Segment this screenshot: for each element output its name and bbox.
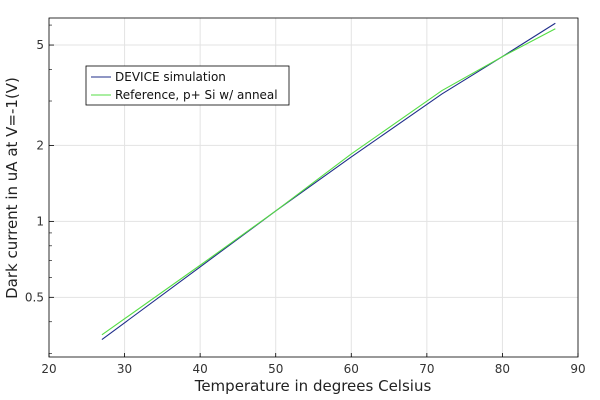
x-tick-label: 80 bbox=[495, 362, 510, 376]
ticks-layer: 20 30 40 50 60 70 80 90 0.5 1 2 5 bbox=[25, 24, 586, 376]
x-tick-label: 50 bbox=[268, 362, 283, 376]
x-tick-label: 90 bbox=[570, 362, 585, 376]
y-axis-title: Dark current in uA at V=-1(V) bbox=[3, 77, 21, 299]
legend-box bbox=[85, 65, 290, 106]
y-tick-label: 2 bbox=[36, 138, 44, 152]
x-tick-label: 70 bbox=[419, 362, 434, 376]
x-tick-label: 30 bbox=[117, 362, 132, 376]
y-tick-label: 5 bbox=[36, 38, 44, 52]
legend: DEVICE simulation Reference, p+ Si w/ an… bbox=[85, 65, 290, 106]
x-tick-label: 60 bbox=[344, 362, 359, 376]
series-line-1 bbox=[101, 28, 556, 336]
plot-layer bbox=[101, 22, 556, 341]
x-axis-title: Temperature in degrees Celsius bbox=[194, 377, 432, 395]
y-tick-label: 1 bbox=[36, 214, 44, 228]
plot-frame bbox=[48, 17, 579, 358]
x-tick-label: 40 bbox=[193, 362, 208, 376]
legend-label-reference: Reference, p+ Si w/ anneal bbox=[115, 88, 278, 102]
y-tick-label: 0.5 bbox=[25, 290, 44, 304]
x-tick-label: 20 bbox=[41, 362, 56, 376]
legend-label-device-simulation: DEVICE simulation bbox=[115, 70, 226, 84]
